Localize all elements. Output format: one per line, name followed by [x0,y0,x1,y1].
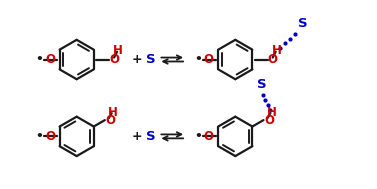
Text: S: S [146,130,155,143]
Text: •: • [35,130,43,143]
Text: •: • [35,53,43,66]
Text: O: O [45,130,55,143]
Text: O: O [204,130,214,143]
Text: S: S [146,53,155,66]
Text: +: + [132,130,142,143]
Text: O: O [268,53,278,66]
Text: O: O [45,53,55,66]
Text: •: • [194,53,202,66]
Text: H: H [267,106,276,119]
Text: O: O [106,114,116,127]
Text: H: H [272,44,282,57]
Text: H: H [113,44,123,57]
Text: O: O [204,53,214,66]
Text: O: O [264,114,274,127]
Text: +: + [132,53,142,66]
Text: H: H [108,106,118,119]
Text: •: • [194,130,202,143]
Text: O: O [109,53,119,66]
Text: S: S [298,17,308,30]
Text: S: S [257,77,266,91]
